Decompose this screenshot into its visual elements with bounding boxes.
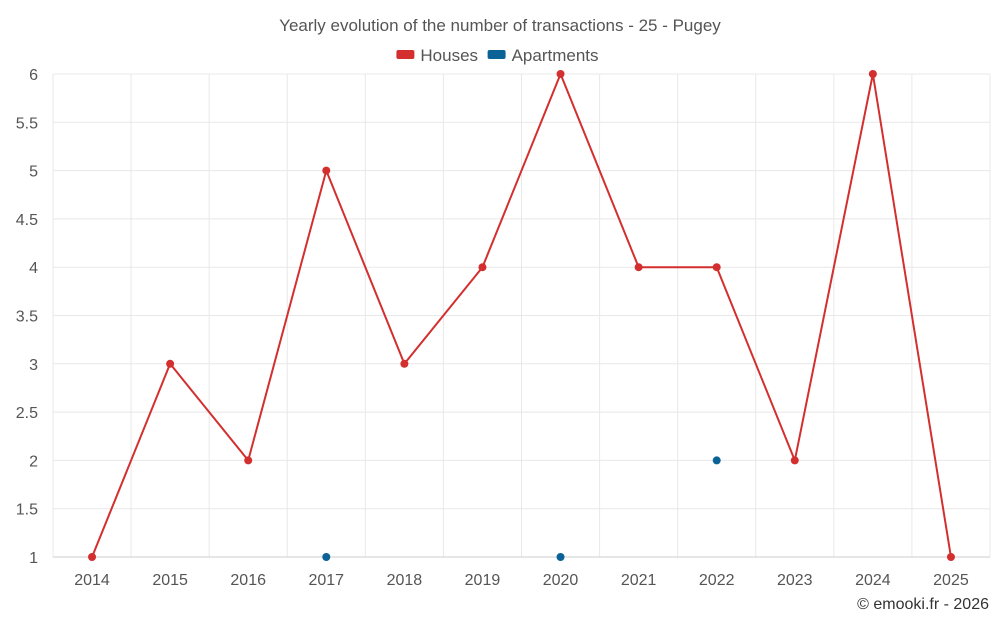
y-tick-label: 5: [29, 164, 38, 181]
y-tick-label: 3: [29, 357, 38, 374]
data-point-houses[interactable]: [166, 359, 175, 368]
y-tick-label: 2.5: [16, 405, 38, 422]
y-tick-label: 4.5: [16, 212, 38, 229]
legend-swatch-apartments: [487, 50, 506, 59]
credit-text: © emooki.fr - 2026: [857, 596, 989, 613]
legend-item-apartments[interactable]: Apartments: [512, 46, 599, 65]
series-houses: [88, 70, 955, 561]
x-tick-label: 2020: [543, 572, 579, 589]
data-point-apartments[interactable]: [556, 553, 565, 561]
data-point-apartments[interactable]: [322, 553, 331, 561]
legend-swatch-houses: [396, 50, 415, 59]
y-tick-label: 1: [29, 550, 38, 567]
data-point-houses[interactable]: [322, 166, 331, 175]
data-point-houses[interactable]: [244, 456, 253, 465]
y-tick-label: 4: [29, 260, 38, 277]
grid: [52, 73, 991, 558]
y-axis: 1 1.5 2 2.5 3 3.5 4 4.5 5 5.5 6: [16, 67, 38, 567]
x-tick-label: 2016: [230, 572, 266, 589]
x-tick-label: 2019: [465, 572, 501, 589]
x-tick-label: 2025: [933, 572, 969, 589]
x-tick-label: 2022: [699, 572, 735, 589]
y-tick-label: 1.5: [16, 502, 38, 519]
series-apartments: [322, 456, 721, 561]
data-point-houses[interactable]: [712, 263, 721, 272]
data-point-houses[interactable]: [634, 263, 643, 272]
x-tick-label: 2023: [777, 572, 813, 589]
x-tick-label: 2024: [855, 572, 891, 589]
x-tick-label: 2014: [74, 572, 110, 589]
x-tick-label: 2017: [308, 572, 344, 589]
y-tick-label: 3.5: [16, 309, 38, 326]
data-point-houses[interactable]: [556, 70, 565, 78]
data-point-houses[interactable]: [400, 359, 409, 368]
series-line-houses: [91, 73, 952, 558]
y-tick-label: 2: [29, 453, 38, 470]
x-tick-label: 2018: [387, 572, 423, 589]
legend: Houses Apartments: [396, 46, 599, 65]
x-tick-label: 2015: [152, 572, 188, 589]
data-point-houses[interactable]: [478, 263, 487, 272]
x-axis: 2014 2015 2016 2017 2018 2019 2020 2021 2022 2023…: [74, 572, 969, 589]
data-point-houses[interactable]: [88, 553, 97, 561]
y-tick-label: 5.5: [16, 115, 38, 132]
data-point-houses[interactable]: [946, 553, 955, 561]
legend-item-houses[interactable]: Houses: [420, 46, 478, 65]
x-tick-label: 2021: [621, 572, 657, 589]
data-point-apartments[interactable]: [712, 456, 721, 465]
data-point-houses[interactable]: [790, 456, 799, 465]
series-layer: [88, 70, 955, 561]
chart-title: Yearly evolution of the number of transa…: [279, 16, 721, 35]
y-tick-label: 6: [29, 67, 38, 84]
data-point-houses[interactable]: [868, 70, 877, 78]
